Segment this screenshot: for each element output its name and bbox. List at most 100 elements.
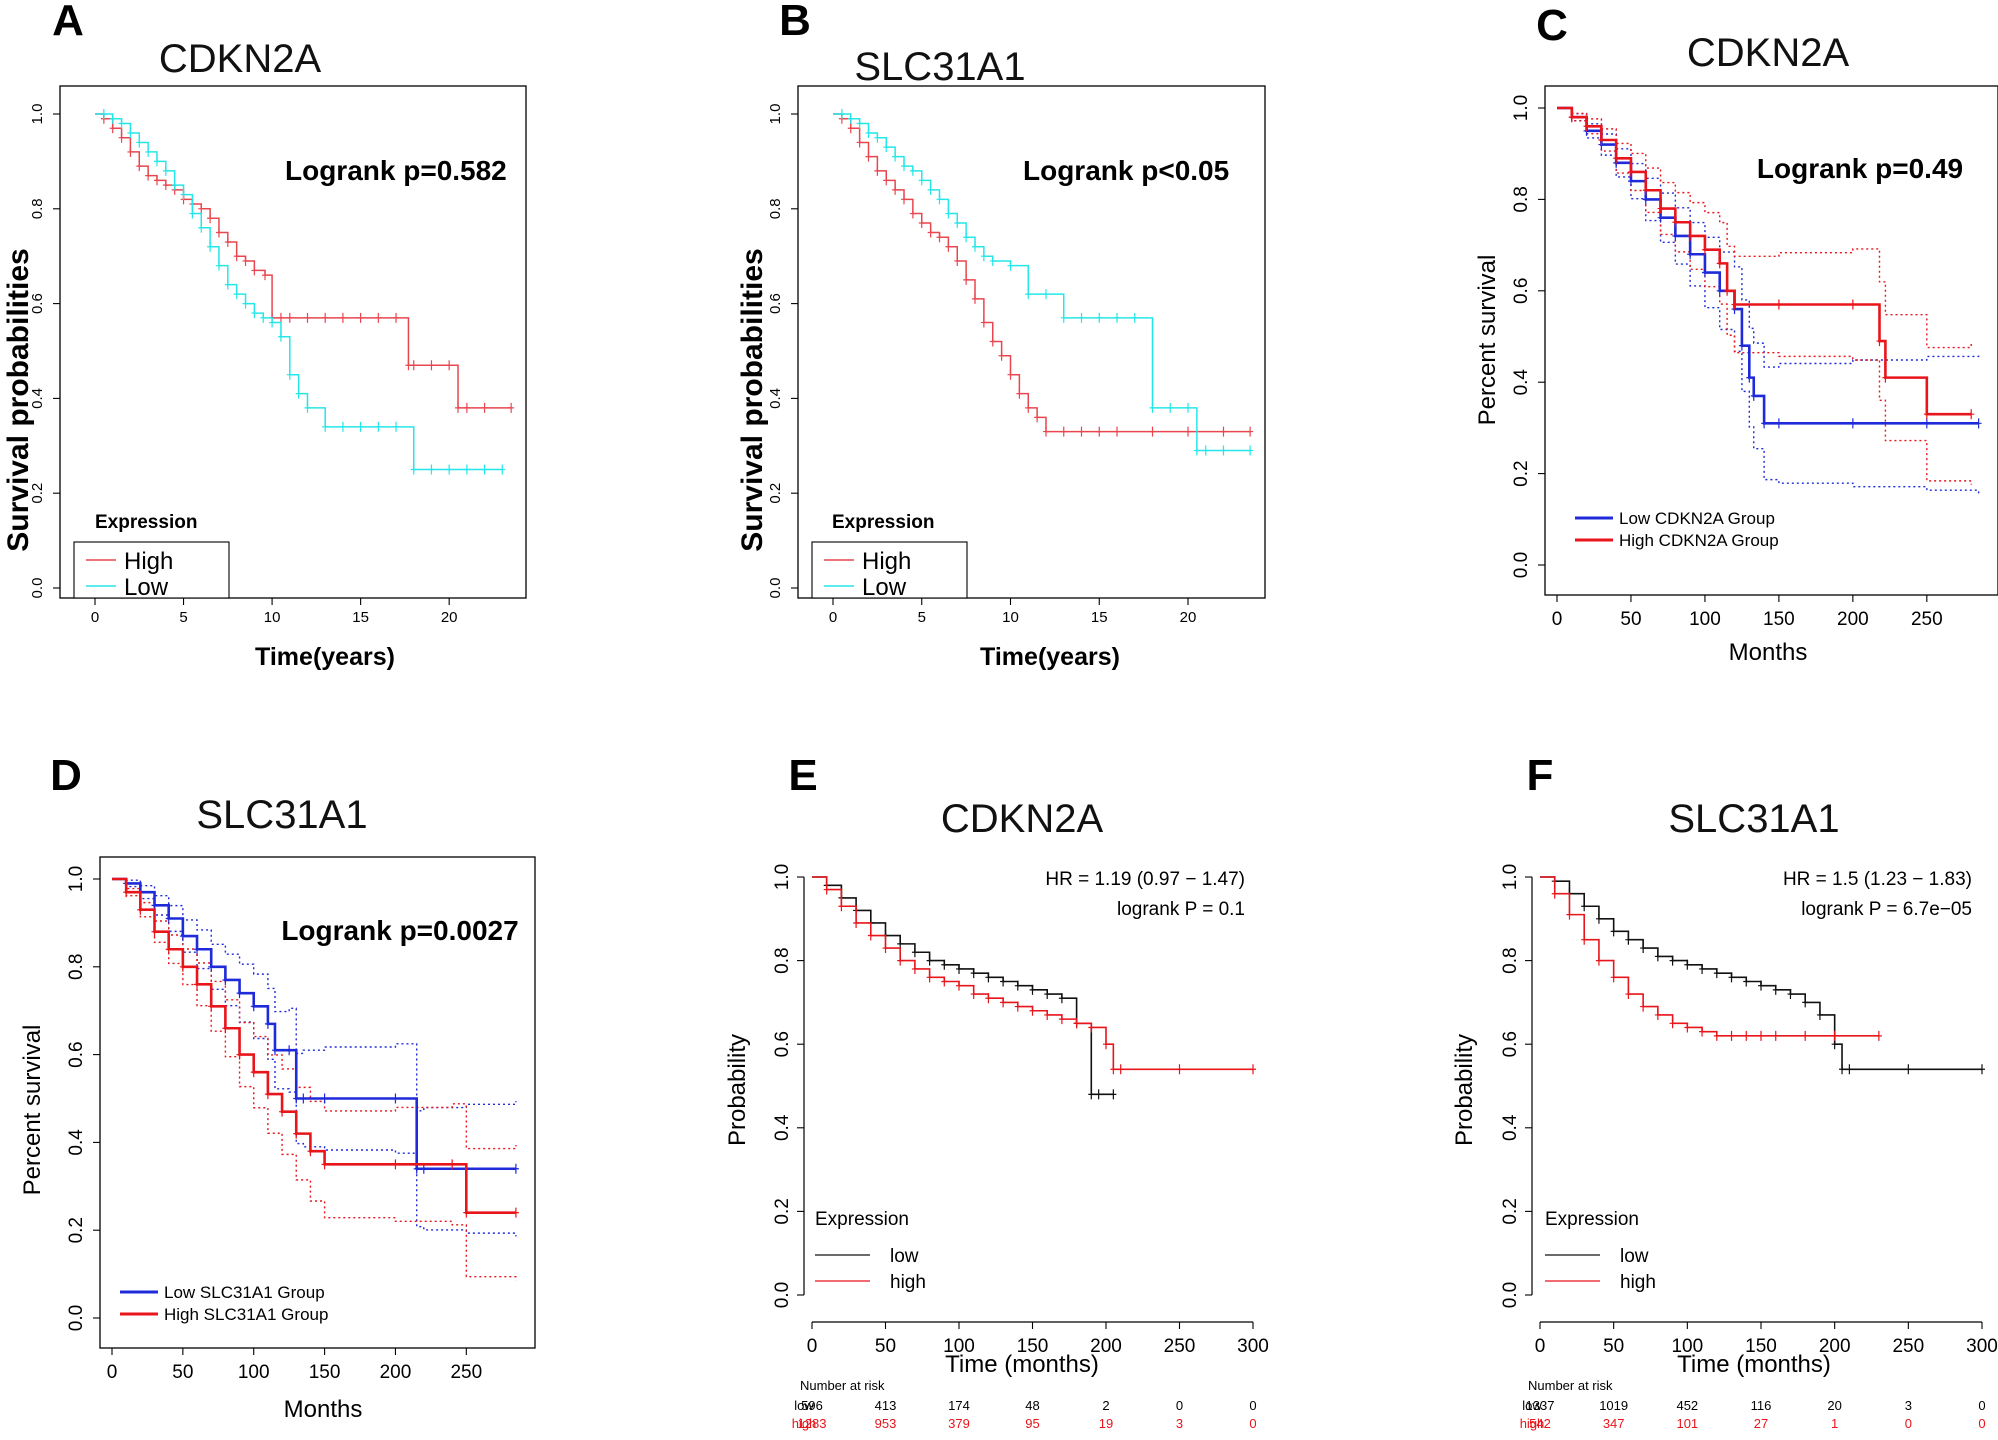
y-tick-label: 1.0 [1511,95,1532,121]
y-tick-label: 0.8 [1511,186,1532,212]
censor-mark [963,232,970,243]
x-tick-label: 50 [1620,609,1641,630]
censor-mark [277,312,284,323]
censor-mark [856,137,863,148]
censor-mark [322,312,329,323]
y-tick-label: 0.6 [1511,278,1532,304]
censor-mark [1088,1089,1095,1100]
y-tick-label: 1.0 [29,104,46,125]
censor-mark [970,968,977,979]
censor-mark [242,255,249,266]
x-tick-label: 200 [1837,609,1869,630]
y-axis-label: Probability [1451,1034,1478,1146]
censor-mark [322,421,329,432]
legend-label: low [1620,1246,1649,1267]
censor-mark [954,218,961,229]
censor-mark [1731,299,1738,310]
legend-title: Expression [832,512,934,533]
censor-mark [956,963,962,974]
risk-count: 2 [1102,1398,1109,1413]
censor-mark [277,331,284,342]
x-tick-label: 10 [264,609,281,626]
censor-mark [941,959,948,970]
censor-mark [1581,901,1588,912]
censor-mark [927,227,934,238]
censor-mark [224,279,231,290]
x-tick-label: 0 [91,609,99,626]
censor-mark [179,961,186,972]
censor-mark [1642,185,1649,196]
legend-title: Expression [815,1209,909,1230]
censor-mark [1202,445,1209,456]
hr-annotation: logrank P = 0.1 [1117,899,1245,920]
survival-curve-low [1540,876,1982,1071]
risk-row-group: low [1522,1398,1542,1413]
y-tick-label: 0.8 [772,947,793,973]
x-tick-label: 50 [875,1336,896,1357]
censor-mark [136,137,143,148]
y-tick-label: 0.2 [66,1217,87,1243]
censor-mark [1642,194,1649,205]
censor-mark [1014,980,1021,991]
censor-mark [1247,445,1254,456]
censor-mark [1654,1009,1661,1020]
censor-mark [847,123,854,134]
censor-mark [1060,426,1067,437]
censor-mark [865,151,872,162]
censor-mark [321,1159,328,1170]
censor-mark [882,943,889,954]
x-tick-label: 0 [829,609,837,626]
y-tick-label: 0.0 [1511,552,1532,578]
y-axis-label: Percent survival [1474,255,1501,426]
censor-mark [208,1001,215,1012]
panel-letter: C [1536,1,1568,50]
chart-panel-d: D SLC31A1 0.0 0.2 0.4 0.6 0.8 1.0 0 50 100 150 200 25… [19,751,536,1423]
censor-mark [1247,426,1254,437]
y-tick-label: 0.4 [767,388,784,409]
censor-mark [909,165,916,176]
censor-mark [100,109,107,119]
confidence-band [1557,107,1980,368]
legend-label: high [1620,1272,1656,1293]
x-axis-label: Time (months) [945,1351,1099,1378]
censor-mark [162,180,169,191]
risk-row-group: low [794,1398,814,1413]
censor-mark [446,360,453,371]
y-tick-label: 0.4 [772,1114,793,1141]
censor-mark [118,118,125,129]
chart-title: CDKN2A [1687,31,1850,75]
censor-mark [295,388,302,399]
censor-mark [1193,445,1200,456]
censor-mark [892,151,899,162]
x-tick-label: 50 [172,1362,193,1383]
censor-mark [1849,299,1856,310]
y-tick-label: 0.2 [767,483,784,504]
censor-mark [1058,1014,1065,1025]
censor-mark [1716,258,1723,269]
censor-mark [941,976,948,987]
censor-mark [892,184,899,195]
censor-mark [449,1159,456,1170]
censor-mark [1713,968,1720,979]
censor-mark [1831,1039,1838,1050]
censor-mark [145,146,152,157]
censor-mark [1025,289,1032,300]
legend-label: low [890,1246,919,1267]
x-tick-label: 250 [1164,1336,1196,1357]
censor-mark [264,1089,271,1100]
x-tick-label: 100 [238,1362,270,1383]
censor-mark [1103,1039,1109,1050]
censor-mark [264,1018,271,1029]
censor-mark [463,464,470,475]
censor-mark [1131,312,1138,323]
censor-mark [1167,402,1174,413]
censor-mark [357,312,364,323]
censor-mark [1657,212,1664,223]
censor-mark [1110,1089,1117,1100]
risk-count: 0 [1249,1416,1256,1431]
censor-mark [972,293,978,304]
y-tick-label: 1.0 [66,866,87,892]
censor-mark [392,1093,399,1104]
risk-count: 116 [1751,1398,1772,1413]
censor-mark [1684,959,1691,970]
